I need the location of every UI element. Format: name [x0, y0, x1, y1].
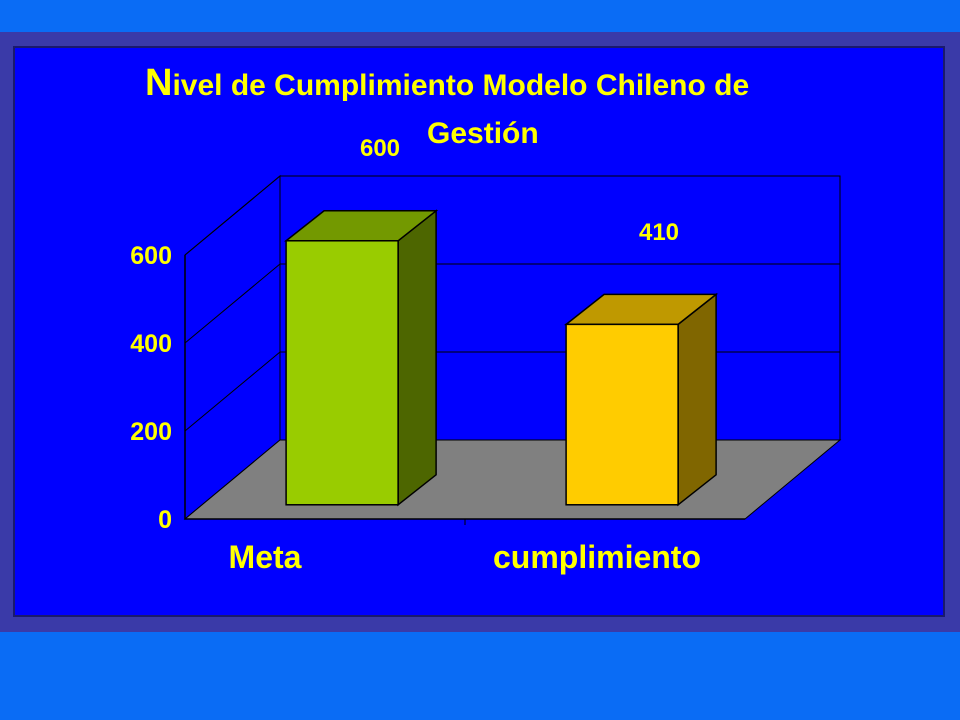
chart-title-first-letter: N	[145, 62, 172, 104]
top-band	[0, 0, 960, 32]
data-label: 600	[360, 135, 400, 162]
bar-front-face	[285, 240, 399, 506]
category-label: Meta	[229, 539, 302, 575]
y-tick-label: 200	[130, 418, 172, 446]
y-tick-labels: 0 200 400 600	[130, 242, 172, 534]
y-tick-label: 0	[158, 506, 172, 534]
data-label: 410	[639, 219, 679, 246]
bars	[283, 209, 719, 507]
y-tick-label: 600	[130, 242, 172, 270]
gridline	[184, 175, 840, 256]
axes	[184, 255, 745, 525]
chart-title-line1: Nivel de Cumplimiento Modelo Chileno de	[145, 62, 749, 104]
chart-title-line2: Gestión	[427, 117, 539, 150]
category-label: cumplimiento	[493, 539, 701, 575]
y-tick-label: 400	[130, 330, 172, 358]
chart-title-rest: ivel de Cumplimiento Modelo Chileno de	[172, 69, 749, 102]
bar-side-face	[397, 209, 437, 507]
bar-meta	[283, 209, 439, 507]
bar-front-face	[565, 323, 679, 506]
plot-walls	[183, 174, 842, 521]
category-labels: Meta cumplimiento	[229, 539, 701, 575]
gridline	[184, 263, 840, 344]
floor	[183, 439, 842, 520]
data-labels: 600 410	[360, 135, 679, 246]
bar-cumplimiento	[563, 292, 719, 507]
bar-side-face	[677, 292, 717, 507]
